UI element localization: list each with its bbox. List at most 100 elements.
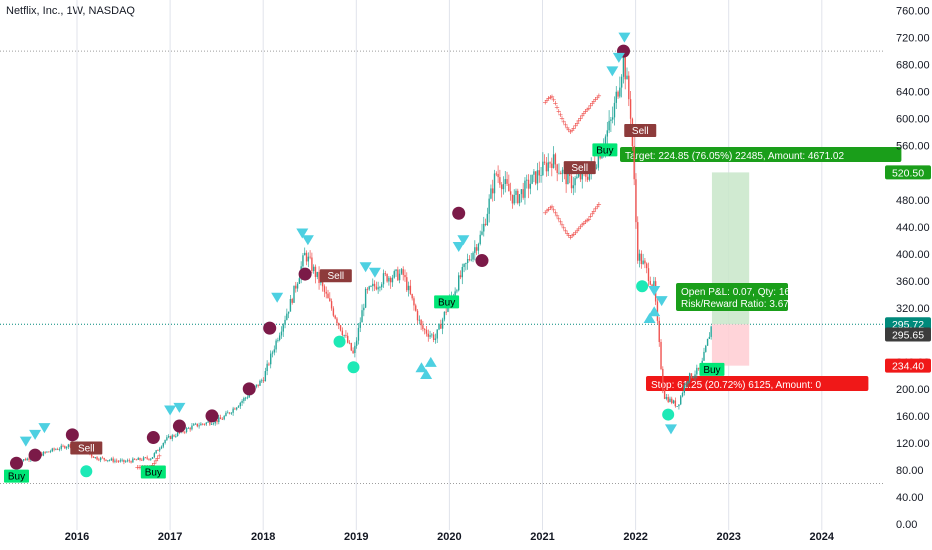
candle-body bbox=[379, 287, 381, 289]
candle-body bbox=[542, 161, 544, 176]
candle-body bbox=[248, 394, 250, 398]
candle-body bbox=[167, 436, 170, 438]
sell-signal-text: Sell bbox=[632, 126, 649, 137]
signal-dot-purple bbox=[28, 448, 42, 462]
candle-body bbox=[499, 177, 501, 185]
candle-body bbox=[638, 253, 641, 261]
candle-body bbox=[341, 330, 344, 336]
y-tick-label: 0.00 bbox=[896, 519, 917, 531]
candle-body bbox=[708, 336, 711, 339]
price-tag-label: 520.50 bbox=[892, 167, 924, 179]
buy-signal-text: Buy bbox=[596, 145, 613, 156]
candle-body bbox=[597, 155, 600, 168]
y-tick-label: 600.00 bbox=[896, 114, 930, 126]
candle-body bbox=[330, 301, 333, 309]
candle-body bbox=[483, 223, 485, 232]
chart-title: Netflix, Inc., 1W, NASDAQ bbox=[6, 5, 135, 17]
candle-body bbox=[262, 380, 265, 382]
candle-body bbox=[185, 428, 188, 432]
candle-body bbox=[406, 277, 408, 291]
candle-body bbox=[114, 460, 116, 462]
candle-body bbox=[298, 278, 301, 284]
candle-body bbox=[132, 458, 134, 463]
band-mark: + bbox=[585, 105, 590, 115]
candle-body bbox=[368, 286, 370, 290]
candle-body bbox=[626, 75, 628, 80]
candle-body bbox=[99, 457, 102, 461]
band-mark: + bbox=[580, 220, 585, 230]
candle-body bbox=[354, 345, 356, 354]
band-mark: + bbox=[571, 123, 576, 133]
candle-body bbox=[58, 448, 61, 450]
candle-body bbox=[526, 179, 528, 181]
band-mark: + bbox=[563, 226, 568, 236]
candle-body bbox=[558, 172, 560, 174]
candle-body bbox=[533, 171, 535, 175]
candle-body bbox=[201, 423, 204, 425]
candle-body bbox=[518, 194, 521, 204]
candle-body bbox=[110, 458, 113, 461]
candle-body bbox=[472, 252, 474, 260]
x-tick-label: 2017 bbox=[158, 531, 182, 543]
signal-dot-green bbox=[333, 335, 346, 348]
signal-triangle-down bbox=[19, 436, 32, 447]
candle-body bbox=[228, 412, 231, 414]
candle-body bbox=[570, 176, 573, 189]
candle-body bbox=[142, 457, 145, 461]
candle-body bbox=[690, 373, 693, 378]
candle-body bbox=[166, 437, 168, 441]
candle-body bbox=[416, 310, 419, 321]
candle-body bbox=[619, 87, 621, 97]
signal-triangle-down bbox=[271, 292, 284, 303]
candle-body bbox=[203, 423, 206, 425]
candle-body bbox=[144, 457, 147, 459]
candle-body bbox=[244, 397, 247, 399]
candle-body bbox=[382, 273, 385, 285]
band-mark: + bbox=[556, 106, 561, 116]
stop-label-bg bbox=[646, 376, 869, 391]
candle-body bbox=[468, 259, 471, 260]
band-mark: + bbox=[576, 116, 581, 126]
candle-body bbox=[327, 293, 329, 299]
y-tick-label: 720.00 bbox=[896, 33, 930, 45]
x-tick-label: 2019 bbox=[344, 531, 368, 543]
candle-body bbox=[534, 171, 537, 184]
candle-body bbox=[547, 162, 549, 172]
candle-body bbox=[506, 179, 508, 184]
candle-body bbox=[302, 255, 304, 267]
candle-body bbox=[200, 423, 202, 426]
candle-body bbox=[676, 406, 678, 407]
candle-body bbox=[22, 459, 25, 461]
band-mark: + bbox=[554, 211, 559, 221]
open-pnl-bg bbox=[676, 283, 788, 311]
band-mark: + bbox=[553, 99, 558, 109]
y-tick-label: 560.00 bbox=[896, 141, 930, 153]
band-mark: + bbox=[544, 206, 549, 216]
candle-body bbox=[264, 371, 267, 382]
candle-body bbox=[246, 397, 249, 399]
candle-body bbox=[160, 446, 163, 449]
signal-triangle-up bbox=[415, 362, 428, 373]
candle-body bbox=[157, 450, 159, 452]
candle-body bbox=[296, 283, 299, 289]
position-tool: Target: 224.85 (76.05%) 22485, Amount: 4… bbox=[620, 147, 902, 391]
band-mark: + bbox=[580, 111, 585, 121]
candle-body bbox=[577, 173, 580, 177]
candle-body bbox=[361, 310, 363, 323]
stop-zone bbox=[711, 324, 750, 366]
band-mark: + bbox=[581, 109, 586, 119]
candle-body bbox=[230, 412, 233, 414]
candle-body bbox=[540, 175, 542, 176]
candle-body bbox=[622, 54, 625, 77]
candle-body bbox=[130, 461, 132, 463]
candle-body bbox=[615, 91, 617, 103]
candle-body bbox=[687, 380, 689, 384]
candle-body bbox=[511, 194, 514, 204]
candle-body bbox=[706, 338, 709, 346]
band-mark: + bbox=[593, 204, 598, 214]
band-mark: + bbox=[546, 204, 551, 214]
candle-body bbox=[642, 260, 644, 265]
band-mark: + bbox=[551, 95, 556, 105]
candle-body bbox=[239, 402, 241, 407]
